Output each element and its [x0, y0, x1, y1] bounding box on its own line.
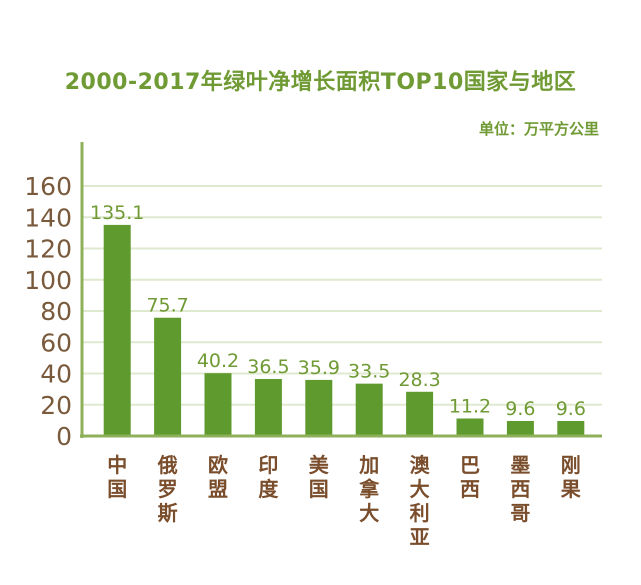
bar	[204, 373, 232, 436]
category-label: 印度	[258, 453, 279, 501]
data-label: 11.2	[449, 396, 491, 418]
data-label: 36.5	[247, 356, 289, 378]
data-label: 75.7	[146, 295, 188, 317]
data-label: 35.9	[298, 357, 340, 379]
bar	[305, 379, 333, 436]
bar	[557, 421, 585, 436]
y-tick-label: 60	[40, 328, 72, 357]
category-label: 刚果	[561, 453, 581, 501]
y-tick-label: 160	[24, 172, 72, 201]
bar	[103, 224, 131, 436]
bar	[406, 391, 434, 436]
data-label: 9.6	[505, 398, 535, 420]
data-label: 9.6	[556, 398, 586, 420]
data-label: 33.5	[348, 361, 390, 383]
category-label: 美国	[309, 453, 330, 501]
bar	[506, 421, 534, 436]
category-label: 加拿大	[358, 453, 380, 525]
y-tick-label: 0	[56, 422, 72, 451]
y-tick-label: 40	[40, 360, 72, 389]
category-label: 俄罗斯	[157, 453, 178, 525]
category-label: 澳大利亚	[410, 453, 431, 549]
y-tick-label: 80	[40, 297, 72, 326]
chart-title: 2000-2017年绿叶净增长面积TOP10国家与地区	[64, 70, 577, 95]
bar	[154, 317, 182, 436]
y-tick-label: 120	[24, 235, 72, 264]
data-label: 28.3	[398, 369, 440, 391]
bar	[254, 378, 282, 436]
y-tick-label: 100	[24, 266, 72, 295]
data-label: 40.2	[197, 350, 239, 372]
category-label: 中国	[107, 453, 127, 501]
category-label: 墨西哥	[510, 453, 530, 525]
y-tick-label: 20	[40, 391, 72, 420]
category-label: 巴西	[460, 453, 480, 501]
category-label: 欧盟	[208, 453, 228, 501]
unit-label: 单位：万平方公里	[478, 120, 599, 138]
data-label: 135.1	[90, 202, 144, 224]
bar	[355, 383, 383, 436]
bar	[456, 418, 484, 436]
y-tick-label: 140	[24, 203, 72, 232]
